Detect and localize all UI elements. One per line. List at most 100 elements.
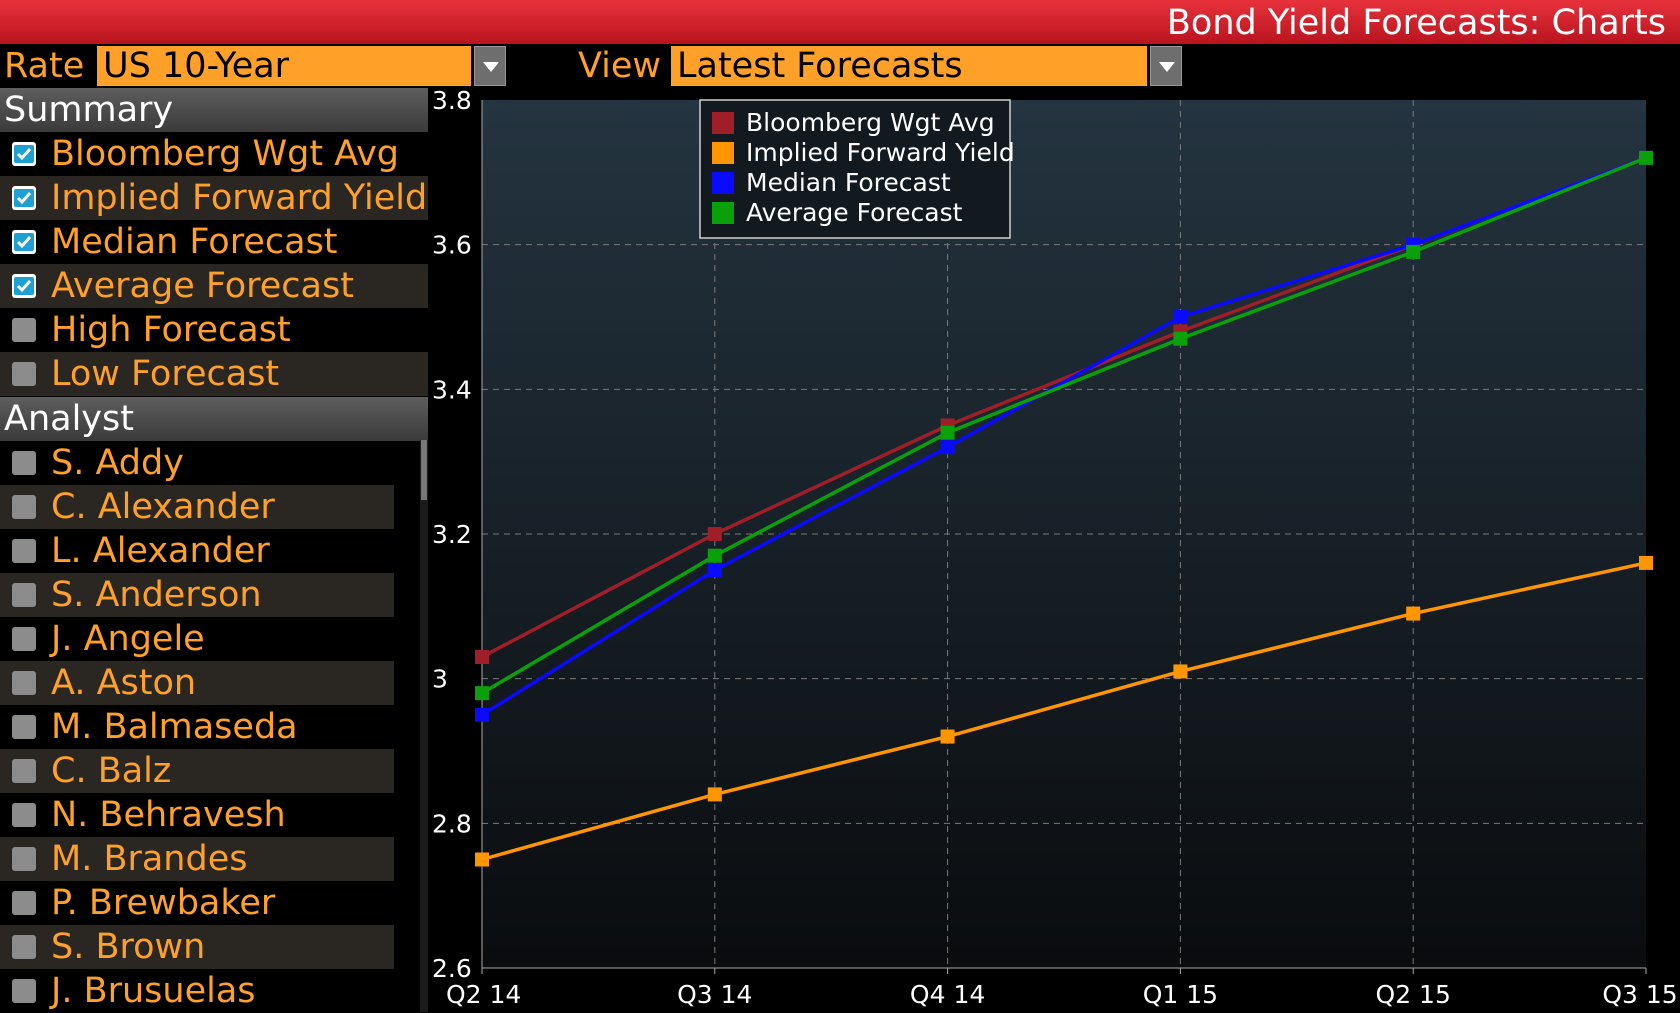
chevron-down-icon (1159, 62, 1175, 72)
analyst-scrollbar[interactable] (420, 440, 428, 1012)
legend-label: Average Forecast (746, 198, 963, 227)
item-label: M. Balmaseda (51, 707, 298, 747)
data-point (1639, 555, 1653, 570)
series-line (481, 156, 1647, 695)
checkbox-unchecked[interactable] (12, 979, 36, 1003)
data-point (1173, 331, 1188, 346)
analyst-item[interactable]: J. Angele (0, 617, 428, 661)
summary-item[interactable]: Bloomberg Wgt Avg (0, 132, 428, 176)
data-point (475, 649, 489, 664)
data-point (707, 787, 722, 802)
checkbox-checked[interactable] (12, 274, 36, 298)
checkbox-unchecked[interactable] (12, 539, 36, 563)
data-point (1406, 244, 1421, 259)
x-tick-label: Q2 15 (1376, 980, 1451, 1009)
checkmark-icon (14, 277, 34, 295)
checkmark-icon (14, 233, 34, 251)
legend-swatch (712, 112, 734, 134)
title-bar: Bond Yield Forecasts: Charts (0, 0, 1680, 44)
y-tick-label: 3.4 (432, 375, 472, 404)
analyst-item[interactable]: C. Balz (0, 749, 394, 793)
data-point (1639, 150, 1653, 165)
y-tick-label: 3 (432, 665, 448, 694)
checkbox-unchecked[interactable] (12, 891, 36, 915)
data-point (707, 563, 722, 578)
analyst-scrollbar-thumb[interactable] (421, 440, 427, 500)
checkbox-checked[interactable] (12, 230, 36, 254)
analyst-item[interactable]: N. Behravesh (0, 793, 428, 837)
analyst-item[interactable]: A. Aston (0, 661, 394, 705)
analyst-item[interactable]: P. Brewbaker (0, 881, 428, 925)
item-label: Low Forecast (51, 354, 280, 394)
view-dropdown-button[interactable] (1150, 46, 1182, 86)
checkmark-icon (14, 189, 34, 207)
item-label: C. Balz (51, 751, 172, 791)
data-point (940, 729, 955, 744)
analyst-item[interactable]: M. Brandes (0, 837, 394, 881)
series-line (481, 561, 1647, 862)
summary-item[interactable]: Low Forecast (0, 352, 428, 396)
checkbox-checked[interactable] (12, 142, 36, 166)
checkbox-checked[interactable] (12, 186, 36, 210)
checkbox-unchecked[interactable] (12, 583, 36, 607)
data-point (475, 686, 489, 701)
checkbox-unchecked[interactable] (12, 715, 36, 739)
view-select[interactable]: Latest Forecasts (671, 46, 1147, 86)
analyst-item[interactable]: S. Brown (0, 925, 394, 969)
checkbox-unchecked[interactable] (12, 935, 36, 959)
data-point (475, 707, 489, 722)
item-label: C. Alexander (51, 487, 275, 527)
legend-label: Median Forecast (746, 168, 951, 197)
checkbox-unchecked[interactable] (12, 451, 36, 475)
legend-swatch (712, 202, 734, 224)
item-label: Bloomberg Wgt Avg (51, 134, 400, 174)
checkbox-unchecked[interactable] (12, 803, 36, 827)
checkbox-unchecked[interactable] (12, 318, 36, 342)
analyst-item[interactable]: C. Alexander (0, 485, 394, 529)
x-tick-label: Q3 14 (677, 980, 752, 1009)
item-label: N. Behravesh (51, 795, 286, 835)
y-tick-label: 3.2 (432, 520, 472, 549)
legend-swatch (712, 142, 734, 164)
analyst-item[interactable]: L. Alexander (0, 529, 428, 573)
series-layer (475, 150, 1653, 867)
checkbox-unchecked[interactable] (12, 362, 36, 386)
item-label: J. Angele (51, 619, 205, 659)
summary-item[interactable]: Median Forecast (0, 220, 428, 264)
summary-item[interactable]: Average Forecast (0, 264, 428, 308)
x-tick-label: Q3 15 (1602, 980, 1677, 1009)
item-label: J. Brusuelas (51, 971, 256, 1011)
chevron-down-icon (483, 62, 499, 72)
rate-dropdown-button[interactable] (474, 46, 506, 86)
item-label: Implied Forward Yield (51, 178, 428, 218)
y-tick-label: 2.6 (432, 954, 472, 983)
legend-swatch (712, 172, 734, 194)
rate-select[interactable]: US 10-Year (97, 46, 471, 86)
data-point (1406, 606, 1421, 621)
window-title: Bond Yield Forecasts: Charts (1166, 3, 1666, 43)
item-label: Median Forecast (51, 222, 338, 262)
data-point (1173, 310, 1188, 324)
rate-label: Rate (4, 46, 85, 86)
checkbox-unchecked[interactable] (12, 627, 36, 651)
checkbox-unchecked[interactable] (12, 847, 36, 871)
checkbox-unchecked[interactable] (12, 759, 36, 783)
summary-item[interactable]: Implied Forward Yield (0, 176, 428, 220)
checkbox-unchecked[interactable] (12, 495, 36, 519)
series-implied-forward-yield (475, 555, 1653, 867)
analyst-item[interactable]: S. Anderson (0, 573, 394, 617)
legend-label: Implied Forward Yield (746, 138, 1015, 167)
item-label: A. Aston (51, 663, 197, 703)
series-average-forecast (475, 150, 1653, 701)
data-point (1173, 664, 1188, 679)
item-label: High Forecast (51, 310, 291, 350)
data-point (475, 852, 489, 867)
data-point (707, 527, 722, 541)
analyst-item[interactable]: S. Addy (0, 441, 428, 485)
axes: 2.6 2.8 3 3.2 3.4 3.6 3.8 Q2 14 Q3 14 Q4 14 Q1 15 Q… (432, 88, 1678, 1009)
summary-item[interactable]: High Forecast (0, 308, 428, 352)
analyst-item[interactable]: J. Brusuelas (0, 969, 428, 1013)
analyst-item[interactable]: M. Balmaseda (0, 705, 428, 749)
checkbox-unchecked[interactable] (12, 671, 36, 695)
